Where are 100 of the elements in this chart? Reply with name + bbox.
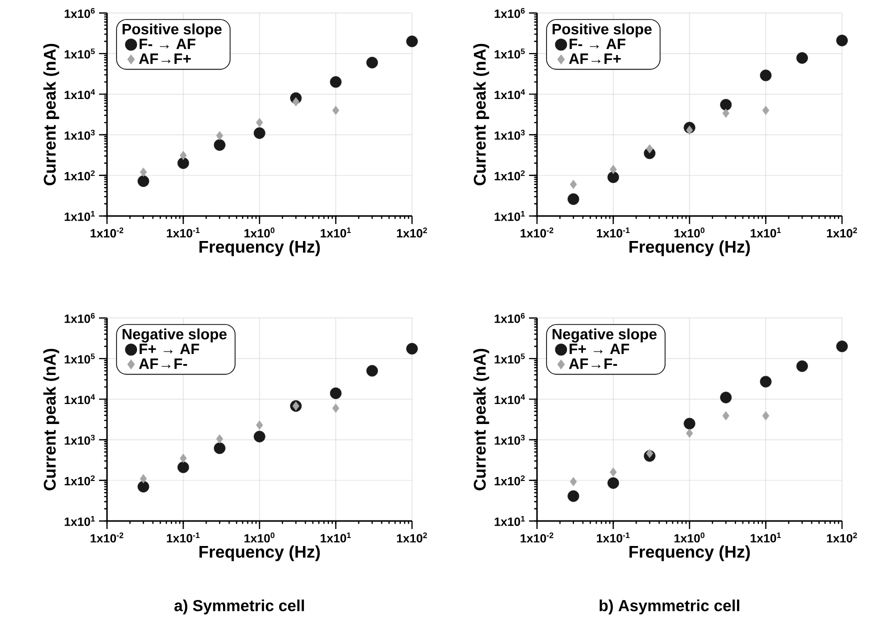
x-tick-label: 1x10$^{-1}$ bbox=[596, 228, 630, 238]
x-tick-label: 1x10$^{0}$ bbox=[674, 228, 704, 238]
legend-title: Positive slope bbox=[552, 23, 652, 38]
point bbox=[180, 150, 187, 160]
point bbox=[686, 428, 694, 438]
legend-label: AF→F+ bbox=[569, 54, 621, 64]
point bbox=[140, 168, 147, 177]
point bbox=[760, 70, 772, 82]
point bbox=[332, 106, 340, 115]
x-tick-label: 1x10$^{-2}$ bbox=[90, 532, 124, 543]
y-tick-label: 1x10$^{2}$ bbox=[64, 475, 95, 486]
x-axis-title: Frequency (Hz) bbox=[199, 240, 320, 256]
y-tick-label: 1x10$^{4}$ bbox=[494, 394, 525, 404]
y-tick-label: 1x10$^{5}$ bbox=[64, 354, 95, 364]
point bbox=[720, 98, 732, 111]
point bbox=[292, 97, 300, 106]
x-tick-label: 1x10$^{-1}$ bbox=[166, 532, 200, 542]
y-tick-label: 1x10$^{4}$ bbox=[64, 89, 95, 100]
x-tick-label: 1x10$^{-2}$ bbox=[520, 228, 554, 238]
y-axis-title: Current peak (nA) bbox=[473, 348, 490, 490]
x-tick-label: 1x10$^{1}$ bbox=[750, 228, 781, 238]
text: a) Symmetric cell bbox=[174, 600, 304, 614]
point bbox=[762, 106, 770, 115]
point bbox=[330, 387, 342, 400]
y-axis-title: Current peak (nA) bbox=[43, 348, 60, 490]
point bbox=[180, 454, 187, 463]
point bbox=[762, 411, 770, 420]
x-tick-label: 1x10$^{2}$ bbox=[397, 532, 427, 543]
point bbox=[256, 420, 264, 430]
point bbox=[177, 157, 190, 169]
y-tick-label: 1x10$^{3}$ bbox=[494, 130, 525, 140]
point bbox=[836, 340, 848, 352]
y-tick-label: 1x10$^{1}$ bbox=[494, 516, 525, 526]
x-axis-title: Frequency (Hz) bbox=[199, 545, 320, 562]
legend-label: AF→F+ bbox=[139, 54, 191, 64]
y-tick-label: 1x10$^{1}$ bbox=[64, 211, 95, 221]
y-tick-label: 1x10$^{1}$ bbox=[494, 211, 525, 221]
point bbox=[216, 131, 224, 140]
point bbox=[292, 401, 300, 411]
legend-label: F- → AF bbox=[570, 38, 626, 50]
y-tick-label: 1x10$^{4}$ bbox=[494, 89, 525, 100]
x-tick-label: 1x10$^{1}$ bbox=[320, 532, 351, 542]
y-tick-label: 1x10$^{5}$ bbox=[494, 354, 525, 364]
y-tick-label: 1x10$^{6}$ bbox=[64, 312, 95, 323]
x-tick-label: 1x10$^{-2}$ bbox=[90, 228, 124, 238]
point bbox=[332, 404, 340, 413]
y-axis-title: Current peak (nA) bbox=[43, 44, 60, 186]
point bbox=[138, 175, 150, 187]
y-tick-label: 1x10$^{2}$ bbox=[494, 170, 525, 180]
point bbox=[138, 480, 150, 492]
legend-label: AF→F- bbox=[569, 358, 618, 369]
point bbox=[686, 126, 694, 135]
x-tick-label: 1x10$^{1}$ bbox=[750, 532, 781, 542]
x-tick-label: 1x10$^{2}$ bbox=[827, 532, 857, 543]
y-tick-label: 1x10$^{1}$ bbox=[64, 516, 95, 526]
x-tick-label: 1x10$^{-1}$ bbox=[166, 228, 200, 238]
point bbox=[177, 462, 190, 474]
point bbox=[836, 34, 848, 46]
legend-title: Positive slope bbox=[122, 23, 222, 38]
point bbox=[254, 127, 266, 139]
point bbox=[646, 144, 654, 154]
legend-title: Negative slope bbox=[552, 328, 657, 342]
x-tick-label: 1x10$^{2}$ bbox=[827, 228, 857, 238]
x-tick-label: 1x10$^{-1}$ bbox=[596, 532, 630, 542]
point bbox=[722, 108, 730, 118]
point bbox=[607, 171, 620, 184]
point bbox=[254, 430, 266, 442]
x-tick-label: 1x10$^{1}$ bbox=[320, 228, 351, 238]
y-tick-label: 1x10$^{3}$ bbox=[64, 130, 95, 140]
x-axis-title: Frequency (Hz) bbox=[629, 240, 750, 256]
point bbox=[214, 442, 226, 454]
y-tick-label: 1x10$^{6}$ bbox=[494, 8, 525, 18]
x-tick-label: 1x10$^{-2}$ bbox=[520, 532, 554, 543]
point bbox=[568, 193, 580, 205]
x-tick-label: 1x10$^{0}$ bbox=[244, 228, 274, 238]
point bbox=[256, 118, 264, 128]
y-tick-label: 1x10$^{6}$ bbox=[494, 312, 525, 323]
legend-label: F- → AF bbox=[140, 38, 196, 50]
legend-label: F+ → AF bbox=[140, 344, 200, 354]
point bbox=[214, 139, 226, 151]
point bbox=[406, 36, 418, 48]
y-tick-label: 1x10$^{3}$ bbox=[494, 434, 525, 445]
point bbox=[570, 180, 577, 189]
point bbox=[646, 448, 654, 458]
point bbox=[760, 376, 772, 388]
point bbox=[722, 411, 730, 420]
point bbox=[406, 342, 418, 355]
y-tick-label: 1x10$^{6}$ bbox=[64, 8, 95, 18]
y-tick-label: 1x10$^{2}$ bbox=[64, 170, 95, 180]
x-tick-label: 1x10$^{0}$ bbox=[674, 532, 704, 543]
point bbox=[140, 474, 147, 484]
y-tick-label: 1x10$^{5}$ bbox=[64, 48, 95, 59]
legend-label: F+ → AF bbox=[570, 344, 630, 354]
point bbox=[568, 490, 580, 502]
y-tick-label: 1x10$^{3}$ bbox=[64, 434, 95, 445]
x-tick-label: 1x10$^{0}$ bbox=[244, 532, 274, 543]
point bbox=[607, 477, 620, 489]
legend-label: AF→F- bbox=[139, 358, 188, 369]
y-tick-label: 1x10$^{4}$ bbox=[64, 394, 95, 404]
x-axis-title: Frequency (Hz) bbox=[629, 545, 750, 562]
